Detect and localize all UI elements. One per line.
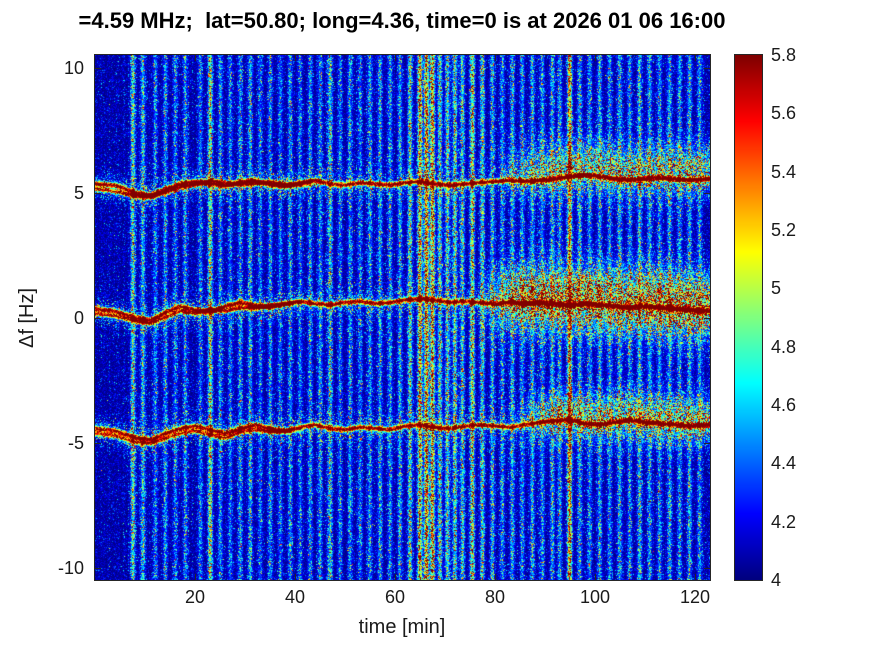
plot-title: =4.59 MHz; lat=50.80; long=4.36, time=0 … — [78, 8, 726, 33]
spectrogram-heatmap — [94, 54, 711, 581]
y-tick-mark — [704, 567, 710, 569]
colorbar-gradient — [734, 54, 763, 581]
x-tick-mark — [595, 574, 596, 580]
x-axis-tick-label: 60 — [384, 587, 406, 607]
y-axis-tick-label: 5 — [73, 182, 84, 203]
y-tick-mark — [704, 192, 710, 194]
y-tick-mark — [95, 67, 101, 69]
colorbar-tick-label: 5.2 — [771, 220, 797, 240]
colorbar-tick-label: 4.8 — [771, 336, 797, 357]
colorbar-tick-label: 5.8 — [771, 45, 797, 65]
y-axis-tick-label: -5 — [67, 432, 84, 453]
y-tick-mark — [95, 442, 101, 444]
y-axis-tick-label: -10 — [57, 557, 84, 578]
y-tick-mark — [704, 67, 710, 69]
x-tick-mark — [695, 574, 696, 580]
x-tick-mark — [195, 55, 196, 61]
colorbar-tick-label: 4.6 — [771, 395, 797, 415]
x-tick-mark — [695, 55, 696, 61]
y-tick-mark — [95, 317, 101, 319]
colorbar-tick-label: 5.4 — [771, 161, 797, 182]
y-tick-mark — [704, 442, 710, 444]
x-tick-mark — [595, 55, 596, 61]
x-tick-mark — [395, 574, 396, 580]
colorbar-tick-label: 5.6 — [771, 103, 797, 124]
x-axis-tick-label: 80 — [484, 587, 506, 607]
x-tick-mark — [295, 574, 296, 580]
x-tick-mark — [495, 55, 496, 61]
x-tick-mark — [395, 55, 396, 61]
x-tick-mark — [295, 55, 296, 61]
colorbar-tick-label: 4.2 — [771, 511, 797, 532]
y-axis-tick-label: 0 — [73, 307, 84, 328]
x-tick-mark — [495, 574, 496, 580]
x-axis-label: time [min] — [358, 616, 446, 638]
y-tick-mark — [704, 317, 710, 319]
x-tick-mark — [195, 574, 196, 580]
y-tick-mark — [95, 192, 101, 194]
y-tick-mark — [95, 567, 101, 569]
x-axis-tick-label: 20 — [184, 587, 206, 607]
colorbar-tick-label: 4 — [771, 570, 782, 590]
x-axis-tick-label: 100 — [579, 587, 611, 607]
x-axis-tick-label: 40 — [284, 587, 306, 607]
x-axis-tick-label: 120 — [679, 587, 711, 607]
colorbar-tick-label: 4.4 — [771, 453, 797, 474]
y-axis-tick-label: 10 — [63, 57, 84, 78]
colorbar-tick-label: 5 — [771, 278, 782, 299]
